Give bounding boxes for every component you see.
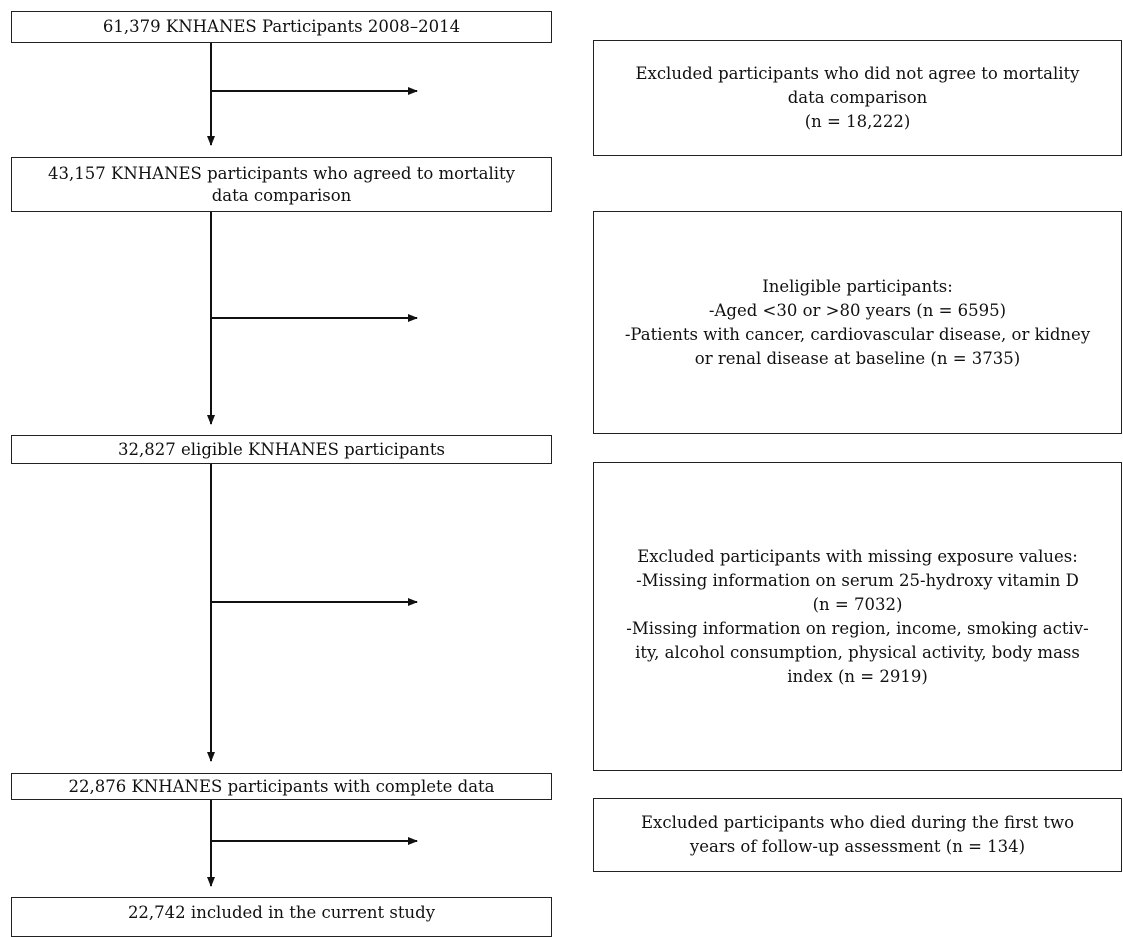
- flow-box-2-line-1: 43,157 KNHANES participants who agreed t…: [48, 163, 515, 183]
- flow-box-5-line-1: 22,742 included in the current study: [127, 903, 436, 922]
- exclusion-box-3-line-4: -Missing information on region, income, …: [626, 618, 1089, 638]
- exclusion-box-1-line-2: data comparison: [787, 88, 928, 107]
- flow-box-1: 61,379 KNHANES Participants 2008–2014: [11, 11, 552, 43]
- flow-box-3: 32,827 eligible KNHANES participants: [11, 435, 552, 464]
- exclusion-box-2: Ineligible participants: -Aged <30 or >8…: [593, 211, 1122, 434]
- exclusion-box-4-line-1: Excluded participants who died during th…: [640, 813, 1075, 832]
- exclusion-box-2-line-3: -Patients with cancer, cardiovascular di…: [624, 324, 1091, 344]
- exclusion-box-2-line-4: or renal disease at baseline (n = 3735): [694, 348, 1021, 368]
- exclusion-box-3-line-1: Excluded participants with missing expos…: [637, 546, 1078, 566]
- exclusion-box-1: Excluded participants who did not agree …: [593, 40, 1122, 156]
- exclusion-box-3-line-3: (n = 7032): [812, 594, 903, 614]
- flow-box-4: 22,876 KNHANES participants with complet…: [11, 773, 552, 800]
- exclusion-box-4-line-2: years of follow-up assessment (n = 134): [689, 837, 1026, 856]
- exclusion-box-4: Excluded participants who died during th…: [593, 798, 1122, 872]
- flow-box-3-line-1: 32,827 eligible KNHANES participants: [118, 439, 445, 459]
- flow-box-1-line-1: 61,379 KNHANES Participants 2008–2014: [102, 17, 461, 36]
- exclusion-box-1-line-1: Excluded participants who did not agree …: [635, 64, 1080, 83]
- exclusion-box-1-line-3: (n = 18,222): [804, 112, 911, 131]
- flow-box-2: 43,157 KNHANES participants who agreed t…: [11, 157, 552, 212]
- exclusion-box-3: Excluded participants with missing expos…: [593, 462, 1122, 771]
- exclusion-box-2-line-2: -Aged <30 or >80 years (n = 6595): [708, 300, 1007, 320]
- exclusion-box-3-line-6: index (n = 2919): [787, 666, 928, 686]
- flow-box-4-line-1: 22,876 KNHANES participants with complet…: [68, 776, 495, 796]
- flow-box-2-line-2: data comparison: [211, 185, 352, 205]
- exclusion-box-2-line-1: Ineligible participants:: [762, 276, 953, 296]
- exclusion-box-3-line-5: ity, alcohol consumption, physical activ…: [635, 642, 1080, 662]
- exclusion-box-3-line-2: -Missing information on serum 25-hydroxy…: [636, 570, 1079, 590]
